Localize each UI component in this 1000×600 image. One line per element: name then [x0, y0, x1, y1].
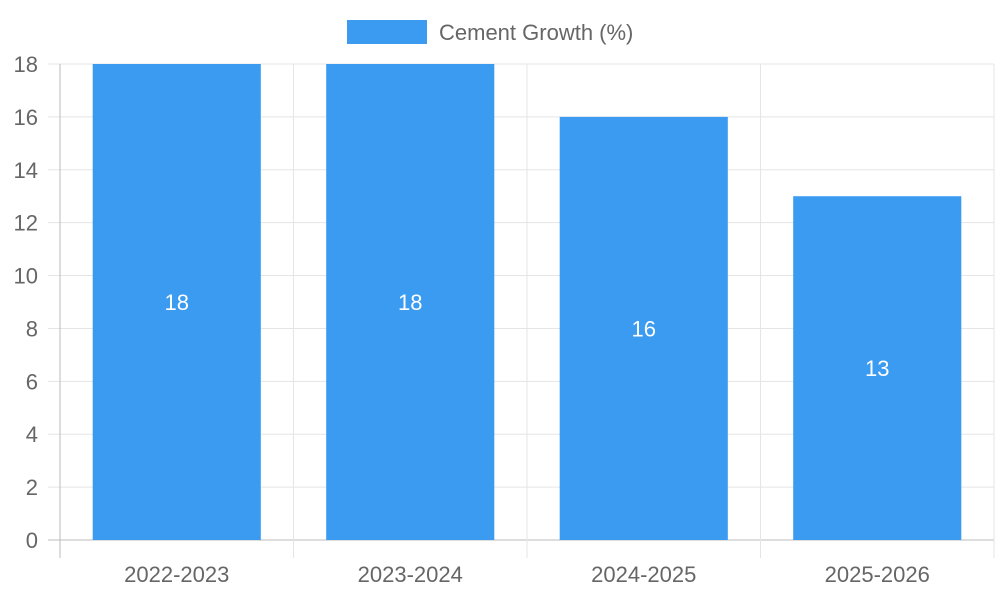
legend-swatch: [347, 20, 427, 44]
legend[interactable]: Cement Growth (%): [347, 20, 633, 45]
data-label: 13: [865, 356, 889, 381]
bar[interactable]: [326, 64, 495, 540]
x-tick-label: 2023-2024: [358, 562, 463, 587]
bar[interactable]: [793, 196, 962, 540]
y-axis: 0 2 4 6 8 10 12 14 16 18: [14, 52, 38, 553]
data-label: 16: [632, 316, 656, 341]
y-tick-label: 0: [26, 528, 38, 553]
x-axis: 2022-2023 2023-2024 2024-2025 2025-2026: [124, 562, 930, 587]
y-tick-label: 12: [14, 211, 38, 236]
y-tick-label: 16: [14, 105, 38, 130]
bar[interactable]: [92, 64, 261, 540]
y-tick-label: 8: [26, 316, 38, 341]
legend-label: Cement Growth (%): [439, 20, 633, 45]
y-tick-label: 2: [26, 475, 38, 500]
x-tick-label: 2022-2023: [124, 562, 229, 587]
y-tick-label: 18: [14, 52, 38, 77]
y-tick-label: 4: [26, 422, 38, 447]
y-tick-label: 6: [26, 369, 38, 394]
x-tick-label: 2025-2026: [825, 562, 930, 587]
data-label: 18: [398, 290, 422, 315]
bars: 18 18 16 13: [92, 64, 962, 540]
x-tick-label: 2024-2025: [591, 562, 696, 587]
y-tick-label: 10: [14, 264, 38, 289]
data-label: 18: [165, 290, 189, 315]
y-tick-label: 14: [14, 158, 38, 183]
bar[interactable]: [559, 116, 728, 540]
